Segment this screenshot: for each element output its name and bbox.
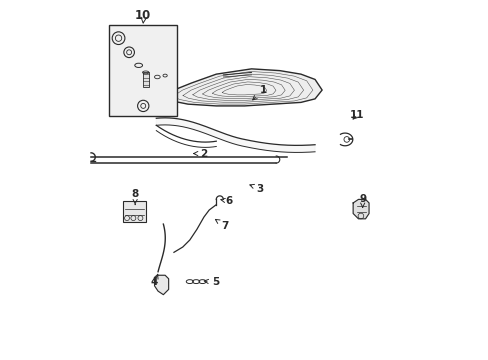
Text: 3: 3 [249,184,264,194]
Text: 9: 9 [358,194,366,207]
Text: 7: 7 [215,219,228,231]
Bar [142,72,148,86]
Text: 4: 4 [150,274,158,287]
Polygon shape [156,118,314,152]
Polygon shape [163,69,322,106]
Text: 6: 6 [221,196,232,206]
Polygon shape [154,275,168,294]
Bar [122,201,145,222]
Text: 11: 11 [349,110,364,120]
Text: 8: 8 [131,189,139,205]
Polygon shape [352,199,368,219]
Bar [108,25,177,117]
Text: 5: 5 [204,277,220,287]
Text: 1: 1 [252,85,267,100]
Text: 2: 2 [193,149,207,158]
Text: 10: 10 [135,9,151,22]
